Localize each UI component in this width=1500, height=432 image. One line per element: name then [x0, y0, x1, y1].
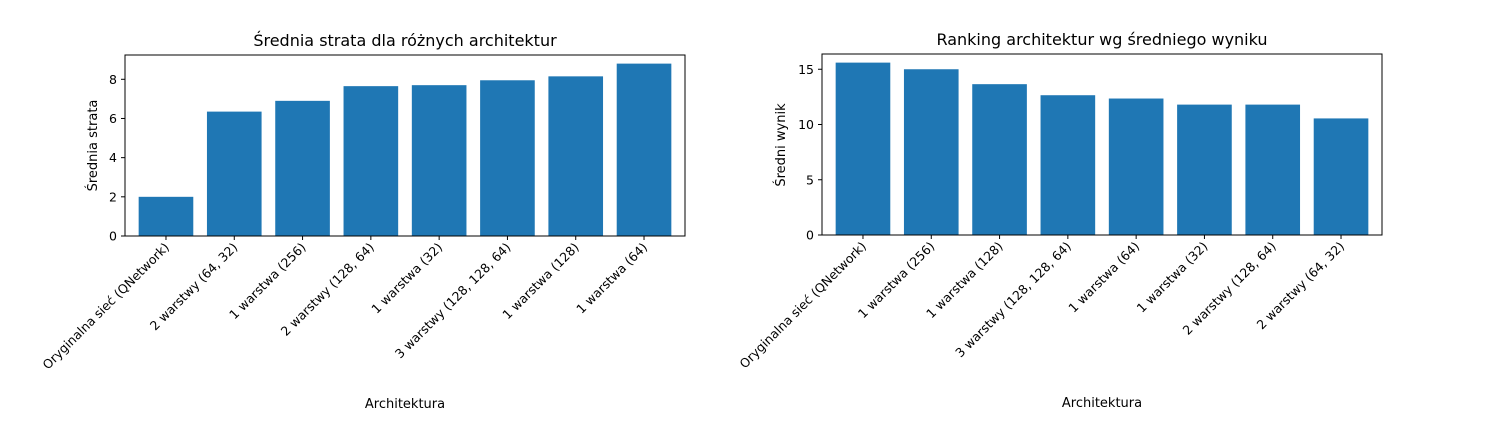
x-tick-label: 1 warstwa (32)	[1134, 239, 1211, 316]
bar	[972, 84, 1027, 235]
y-tick-label: 4	[109, 150, 117, 165]
y-tick-label: 0	[806, 228, 814, 243]
bar	[616, 63, 672, 237]
y-axis-label: Średnia strata	[85, 100, 101, 192]
bar	[1313, 118, 1369, 235]
bar	[480, 80, 535, 237]
bar	[548, 76, 604, 236]
bar	[411, 85, 467, 236]
bar	[343, 86, 399, 237]
bar	[275, 100, 330, 236]
y-tick-label: 10	[798, 117, 814, 132]
x-tick-label: 1 warstwa (64)	[573, 240, 650, 317]
x-tick-label: 1 warstwa (64)	[1065, 239, 1142, 316]
x-tick-label: 1 warstwa (32)	[368, 240, 445, 317]
x-tick-label: Oryginalna sieć (QNetwork)	[39, 240, 172, 373]
bar	[1177, 104, 1232, 235]
y-tick-label: 5	[806, 172, 814, 187]
plot-frame	[821, 53, 1383, 236]
y-tick-label: 6	[109, 111, 117, 126]
x-tick-label: 3 warstwy (128, 128, 64)	[392, 240, 514, 362]
bar	[1245, 104, 1301, 235]
bar	[1040, 95, 1096, 235]
y-tick-label: 0	[109, 229, 117, 244]
plot-frame	[124, 54, 686, 237]
bar	[1108, 98, 1164, 235]
y-tick-label: 2	[109, 189, 117, 204]
bar	[835, 62, 891, 236]
chart-score: Ranking architektur wg średniego wyniku …	[736, 30, 1383, 411]
x-tick-label: Oryginalna sieć (QNetwork)	[736, 239, 869, 372]
y-axis-label: Średni wynik	[773, 103, 789, 187]
x-axis-label: Architektura	[1062, 396, 1142, 411]
x-tick-label: 3 warstwy (128, 128, 64)	[952, 239, 1074, 361]
bar	[138, 196, 194, 236]
y-tick-label: 8	[109, 72, 117, 87]
chart-title: Ranking architektur wg średniego wyniku	[936, 30, 1267, 49]
x-axis-label: Architektura	[365, 397, 445, 412]
bar	[206, 111, 262, 236]
chart-title: Średnia strata dla różnych architektur	[253, 31, 557, 50]
y-tick-label: 15	[798, 62, 814, 77]
bar	[903, 69, 959, 235]
chart-loss: Średnia strata dla różnych architektur A…	[39, 31, 686, 412]
